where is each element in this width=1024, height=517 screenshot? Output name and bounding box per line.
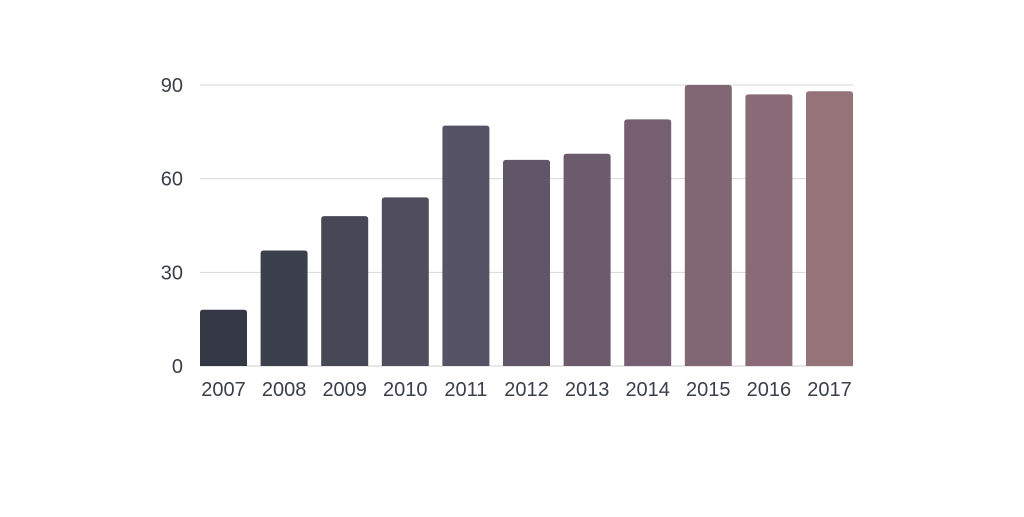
bar-2008 <box>260 250 308 366</box>
x-tick-label: 2011 <box>444 379 487 401</box>
y-tick-label: 60 <box>161 169 183 191</box>
bar-2007 <box>200 309 247 366</box>
bar-2016 <box>745 94 793 366</box>
bar-2013 <box>563 153 611 366</box>
y-tick-label: 0 <box>172 356 183 378</box>
bar-2014 <box>624 119 672 366</box>
x-tick-label: 2009 <box>322 379 367 401</box>
y-tick-label: 30 <box>161 262 183 284</box>
x-tick-label: 2016 <box>747 379 792 401</box>
bar-layer <box>200 85 853 366</box>
y-tick-label: 90 <box>161 75 183 97</box>
x-tick-label: 2015 <box>686 379 731 401</box>
x-tick-label: 2012 <box>504 379 549 401</box>
x-tick-label: 2013 <box>565 379 610 401</box>
x-tick-label: 2007 <box>201 379 246 401</box>
x-tick-label: 2014 <box>625 379 670 401</box>
bar-2017 <box>806 91 853 366</box>
bar-2010 <box>381 197 429 366</box>
bar-2015 <box>684 85 732 366</box>
bar-2009 <box>321 216 369 366</box>
bar-2011 <box>442 125 490 366</box>
bar-2012 <box>503 159 550 366</box>
x-tick-label: 2010 <box>383 379 428 401</box>
x-tick-label: 2008 <box>262 379 307 401</box>
x-tick-label: 2017 <box>807 379 852 401</box>
x-axis-ticks: 2007 2008 2009 2010 2011 2012 2013 2014 2015 2016… <box>201 379 852 401</box>
y-axis-ticks: 0 30 60 90 <box>161 75 183 378</box>
